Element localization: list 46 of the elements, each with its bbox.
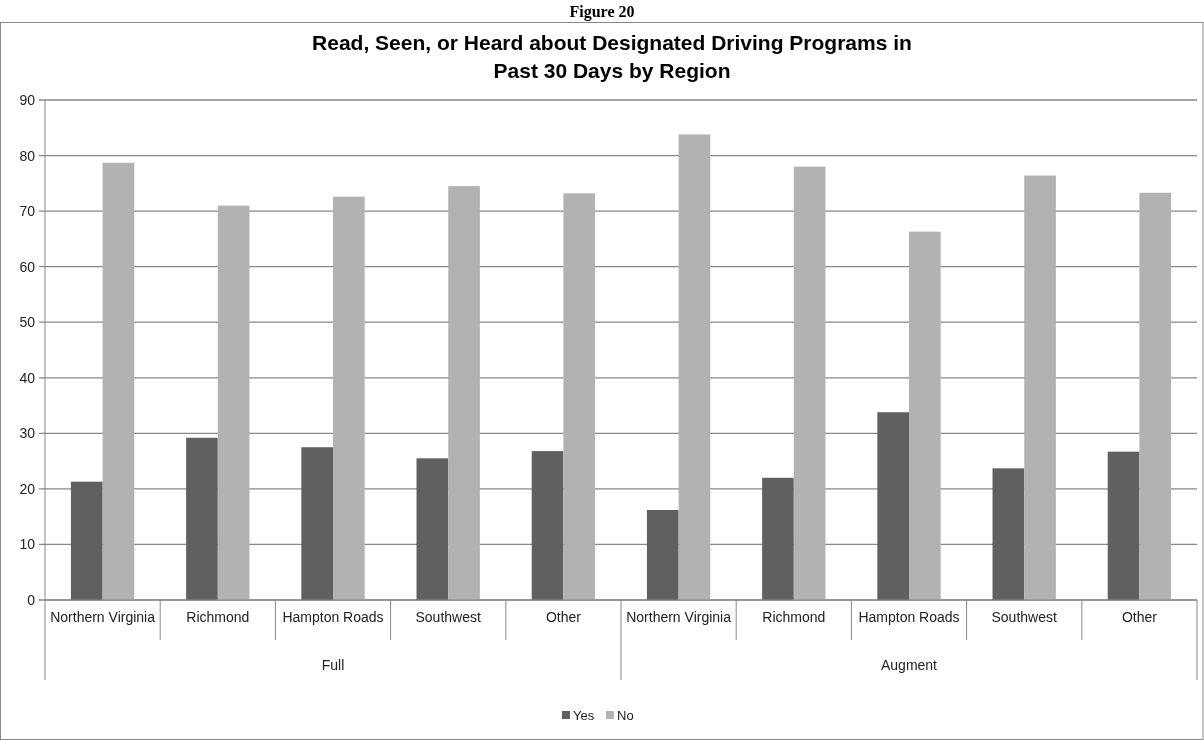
x-tick-label: Richmond	[186, 609, 250, 625]
bar	[877, 412, 909, 600]
bar	[793, 166, 826, 600]
x-tick-label: Other	[1121, 609, 1158, 625]
bar	[1107, 451, 1140, 600]
text: Augment	[880, 657, 938, 673]
x-tick-label: Northern Virginia	[626, 609, 732, 625]
bar	[1139, 192, 1172, 600]
y-tick-label: 90	[19, 92, 36, 108]
y-tick-label: 10	[19, 536, 36, 553]
y-tick-label: 70	[19, 203, 36, 220]
x-tick-label: Hampton Roads	[858, 609, 960, 625]
bar	[333, 196, 365, 600]
x-tick-label: Hampton Roads	[282, 609, 384, 625]
x-tick-label: Other	[545, 609, 582, 625]
bar	[909, 231, 941, 600]
y-tick-label: 80	[19, 147, 36, 164]
y-tick-label: 60	[19, 258, 36, 275]
y-tick-label: 50	[19, 314, 36, 331]
text: Full	[321, 657, 345, 673]
bar	[678, 134, 711, 600]
caption: Figure 20	[569, 3, 635, 21]
y-tick-label: 40	[19, 369, 36, 386]
bar	[301, 447, 333, 600]
x-tick-label: Northern Virginia	[50, 609, 156, 625]
legend-label: No	[617, 708, 634, 723]
legend-label: Yes	[573, 708, 595, 723]
bar	[70, 481, 103, 600]
y-tick-label: 20	[19, 480, 36, 497]
bar	[448, 186, 480, 600]
bar	[563, 193, 596, 600]
bar	[217, 205, 250, 600]
chart-title: Read, Seen, or Heard about Designated Driving Programs in Past 30 Days by Region	[312, 31, 912, 82]
bar	[186, 437, 218, 600]
bar	[762, 477, 794, 600]
y-tick-label: 30	[19, 425, 36, 442]
y-tick-label: 0	[27, 592, 36, 608]
bar	[416, 458, 449, 600]
bar	[646, 510, 679, 600]
bar	[102, 162, 135, 600]
bar	[1024, 175, 1056, 600]
bar	[531, 451, 564, 600]
x-tick-label: Southwest	[991, 609, 1057, 625]
bar	[992, 468, 1025, 600]
x-tick-label: Richmond	[762, 609, 826, 625]
x-tick-label: Southwest	[415, 609, 481, 625]
